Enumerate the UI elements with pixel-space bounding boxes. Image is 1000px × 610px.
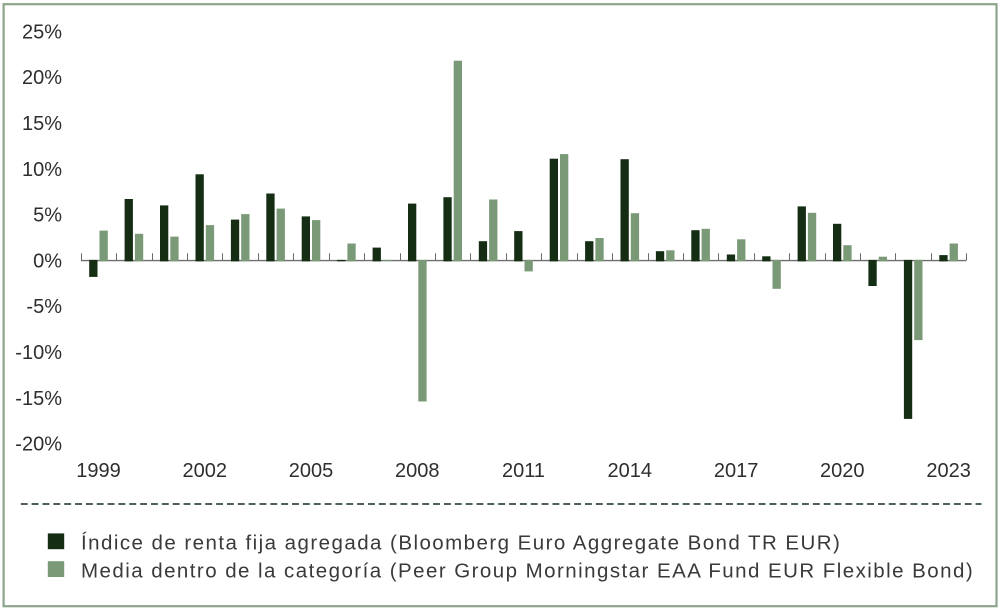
svg-text:-15%: -15% — [15, 388, 62, 410]
svg-text:25%: 25% — [22, 21, 62, 43]
svg-text:10%: 10% — [22, 159, 62, 181]
svg-text:5%: 5% — [33, 205, 62, 227]
svg-text:2020: 2020 — [820, 460, 865, 482]
svg-text:1999: 1999 — [76, 460, 121, 482]
svg-text:-5%: -5% — [26, 296, 62, 318]
svg-text:-10%: -10% — [15, 342, 62, 364]
svg-text:2011: 2011 — [502, 460, 545, 482]
svg-text:15%: 15% — [22, 113, 62, 135]
svg-text:2002: 2002 — [183, 460, 228, 482]
svg-text:20%: 20% — [22, 67, 62, 89]
svg-text:2023: 2023 — [926, 460, 971, 482]
svg-text:Índice de renta fija agregada: Índice de renta fija agregada (Bloomberg… — [81, 531, 841, 554]
svg-text:Media dentro de la categoría (: Media dentro de la categoría (Peer Group… — [81, 559, 974, 582]
svg-text:2008: 2008 — [395, 460, 440, 482]
svg-text:2017: 2017 — [714, 460, 759, 482]
svg-text:2005: 2005 — [289, 460, 334, 482]
svg-text:-20%: -20% — [15, 434, 62, 456]
svg-text:0%: 0% — [33, 250, 62, 272]
svg-text:2014: 2014 — [608, 460, 653, 482]
